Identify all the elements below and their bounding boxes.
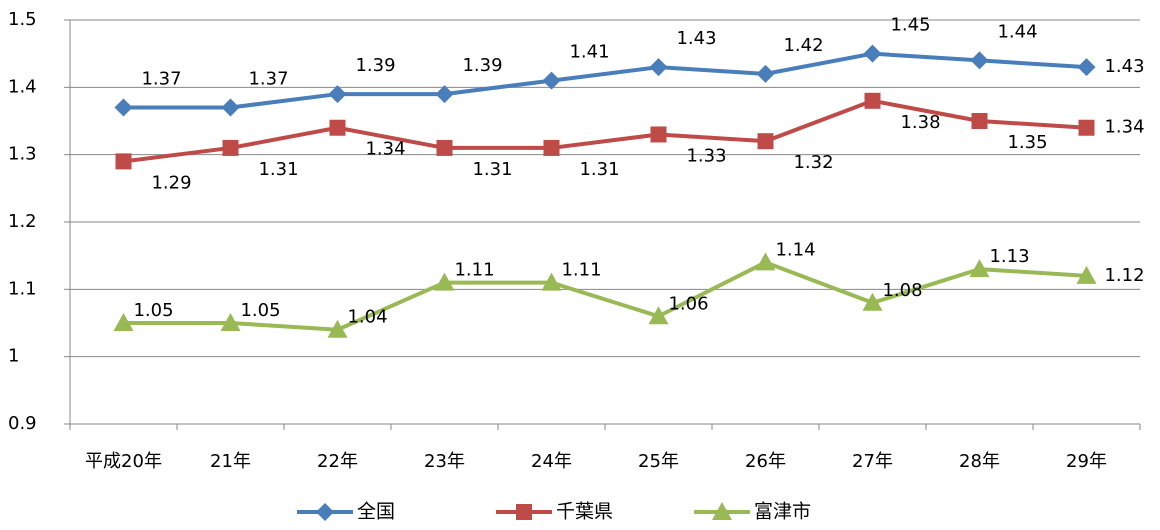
data-label: 1.38	[900, 112, 940, 133]
x-tick-label: 23年	[424, 451, 465, 472]
data-label: 1.43	[676, 28, 716, 49]
legend-label: 千葉県	[556, 501, 613, 523]
data-point	[220, 313, 241, 331]
data-point	[115, 153, 132, 170]
data-point	[650, 126, 667, 143]
x-tick-label: 21年	[210, 451, 251, 472]
data-label: 1.39	[355, 55, 395, 76]
data-label: 1.34	[1104, 117, 1144, 138]
data-label: 1.37	[248, 69, 288, 90]
data-label: 1.39	[462, 55, 502, 76]
data-point	[755, 252, 776, 271]
data-label: 1.29	[151, 172, 191, 193]
legend-marker	[316, 503, 334, 521]
data-point	[434, 272, 455, 291]
data-label: 1.04	[347, 307, 387, 328]
series-line	[123, 260, 1087, 332]
x-tick-label: 28年	[959, 451, 1000, 472]
data-point	[648, 306, 669, 325]
data-label: 1.11	[454, 260, 494, 281]
data-point	[1077, 58, 1096, 77]
x-tick-label: 29年	[1066, 451, 1107, 472]
legend-label: 全国	[357, 501, 395, 523]
data-point	[969, 259, 990, 278]
data-label: 1.45	[890, 15, 930, 36]
data-point	[971, 113, 988, 129]
data-point	[1076, 265, 1097, 284]
legend-marker	[516, 504, 532, 520]
data-point	[541, 272, 562, 291]
data-point	[757, 133, 774, 150]
data-label: 1.14	[775, 239, 815, 260]
y-tick-label: 1	[8, 346, 19, 367]
data-point	[114, 98, 133, 117]
data-point	[221, 98, 240, 117]
data-point	[327, 319, 348, 338]
data-label: 1.08	[882, 280, 922, 301]
data-point	[542, 71, 561, 90]
data-label: 1.33	[686, 145, 726, 166]
data-point	[435, 85, 454, 104]
y-tick-label: 1.4	[8, 76, 37, 97]
legend-label: 富津市	[754, 501, 811, 523]
data-label: 1.44	[997, 21, 1037, 42]
data-label: 1.32	[793, 152, 833, 173]
data-point	[543, 139, 560, 156]
data-point	[864, 92, 881, 109]
data-label: 1.05	[133, 300, 173, 321]
y-tick-label: 1.2	[8, 211, 37, 232]
y-tick-label: 0.9	[8, 413, 37, 434]
data-label: 1.34	[365, 139, 405, 160]
legend-marker	[712, 502, 732, 520]
x-tick-label: 22年	[317, 451, 358, 472]
data-point	[756, 64, 775, 83]
y-tick-label: 1.1	[8, 278, 37, 299]
data-point	[862, 292, 883, 311]
data-point	[329, 119, 346, 136]
data-label: 1.31	[579, 159, 619, 180]
data-point	[649, 58, 668, 77]
data-label: 1.31	[472, 159, 512, 180]
data-label: 1.42	[783, 35, 823, 56]
data-label: 1.37	[141, 69, 181, 90]
data-point	[863, 44, 882, 63]
data-point	[328, 85, 347, 104]
series-line	[123, 51, 1087, 110]
data-point	[970, 51, 989, 70]
data-label: 1.06	[668, 293, 708, 314]
data-point	[1078, 119, 1095, 136]
x-tick-label: 27年	[852, 451, 893, 472]
data-label: 1.43	[1104, 56, 1144, 77]
y-tick-label: 1.5	[8, 9, 37, 30]
data-label: 1.05	[240, 300, 280, 321]
legend: 全国 千葉県 富津市	[297, 501, 811, 523]
x-tick-label: 24年	[531, 451, 572, 472]
data-label: 1.12	[1104, 265, 1144, 286]
data-label: 1.13	[989, 246, 1029, 267]
data-point	[222, 139, 239, 156]
x-tick-label: 25年	[638, 451, 679, 472]
data-label: 1.31	[258, 159, 298, 180]
data-point	[113, 313, 134, 331]
x-tick-label: 26年	[745, 451, 786, 472]
data-label: 1.11	[561, 260, 601, 281]
data-label: 1.35	[1007, 132, 1047, 153]
x-tick-label: 平成20年	[85, 451, 162, 472]
data-point	[436, 139, 453, 156]
series-line	[123, 98, 1087, 164]
data-label: 1.41	[569, 42, 609, 63]
y-tick-label: 1.3	[8, 144, 37, 165]
